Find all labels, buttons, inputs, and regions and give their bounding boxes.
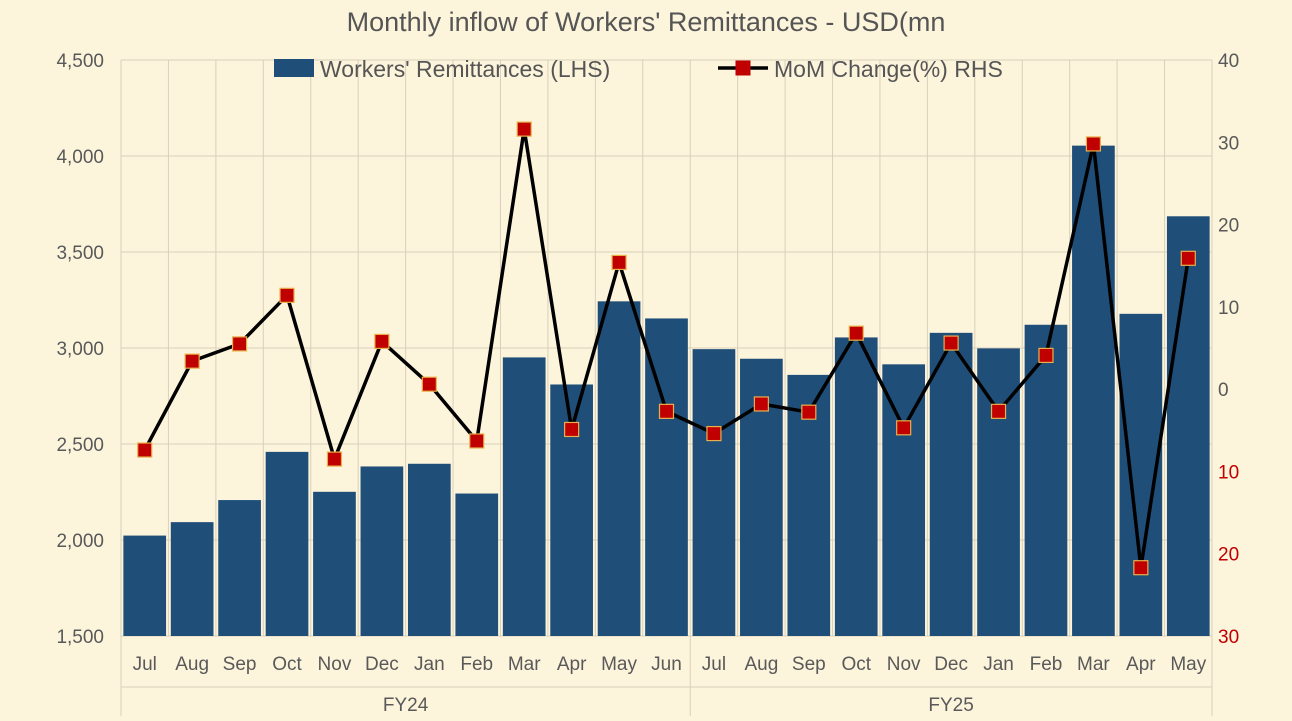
y-right-tick-label: 0 bbox=[1218, 380, 1229, 401]
line-point bbox=[421, 376, 437, 392]
x-group-label: FY24 bbox=[383, 695, 429, 716]
bar bbox=[313, 491, 356, 636]
x-tick-label: Dec bbox=[934, 654, 968, 675]
x-tick-label: Sep bbox=[223, 654, 257, 675]
bar bbox=[123, 535, 167, 636]
y-left-tick-label: 2,000 bbox=[56, 531, 104, 552]
bar-series bbox=[123, 145, 1210, 636]
legend: Workers' Remittances (LHS) MoM Change(%)… bbox=[274, 56, 1003, 82]
bar bbox=[1024, 324, 1068, 636]
line-point bbox=[374, 333, 390, 350]
line-point bbox=[848, 325, 864, 341]
legend-label-mom: MoM Change(%) RHS bbox=[774, 56, 1003, 82]
bar bbox=[455, 493, 499, 636]
axes: 1,500 2,000 2,500 3,000 3,500 4,000 4,500 30 20 1… bbox=[56, 51, 1239, 716]
line-point bbox=[611, 254, 627, 271]
line-point bbox=[1038, 347, 1054, 364]
x-tick-label: Nov bbox=[887, 654, 921, 675]
y-right-tick-label: 20 bbox=[1218, 545, 1239, 566]
line-point bbox=[658, 403, 675, 419]
x-tick-label: Jul bbox=[702, 654, 726, 675]
bar bbox=[834, 337, 878, 636]
y-left-tick-label: 3,000 bbox=[56, 339, 104, 360]
chart-title: Monthly inflow of Workers' Remittances -… bbox=[347, 7, 946, 37]
x-tick-label: Oct bbox=[272, 654, 302, 675]
y-left-tick-label: 4,500 bbox=[56, 51, 104, 72]
line-point bbox=[990, 403, 1007, 419]
line-point bbox=[1085, 136, 1102, 152]
line-point bbox=[137, 442, 153, 458]
y-right-tick-label: 10 bbox=[1218, 462, 1239, 483]
y-right-tick-label: 20 bbox=[1218, 216, 1239, 237]
line-point bbox=[1133, 560, 1149, 576]
x-tick-label: Oct bbox=[841, 654, 871, 675]
bar bbox=[692, 349, 736, 636]
x-tick-label: Jun bbox=[651, 654, 682, 675]
line-point bbox=[753, 396, 769, 412]
x-tick-label: Sep bbox=[792, 654, 826, 675]
y-right-tick-label: 10 bbox=[1218, 298, 1239, 319]
line-point bbox=[231, 336, 248, 352]
y-left-tick-label: 4,000 bbox=[56, 147, 104, 168]
x-tick-label: Apr bbox=[557, 654, 587, 675]
y-right-tick-label: 30 bbox=[1218, 627, 1239, 648]
bar bbox=[360, 466, 404, 636]
line-point bbox=[184, 353, 200, 369]
bar bbox=[170, 522, 214, 636]
x-tick-label: Mar bbox=[1077, 654, 1110, 675]
line-series bbox=[137, 121, 1196, 576]
y-right-tick-label: 40 bbox=[1218, 51, 1239, 72]
legend-label-remittances: Workers' Remittances (LHS) bbox=[320, 56, 610, 82]
legend-swatch-remittances bbox=[274, 59, 314, 77]
line-point bbox=[943, 335, 959, 351]
y-left-tick-label: 2,500 bbox=[56, 435, 104, 456]
y-left-tick-label: 3,500 bbox=[56, 243, 104, 264]
y-left-tick-label: 1,500 bbox=[56, 627, 104, 648]
bar bbox=[502, 357, 546, 636]
x-tick-label: May bbox=[1170, 654, 1206, 675]
legend-marker-mom bbox=[735, 60, 751, 76]
line-point bbox=[801, 404, 817, 420]
x-tick-label: May bbox=[601, 654, 637, 675]
bar bbox=[1072, 145, 1115, 636]
line-point bbox=[564, 421, 580, 438]
bar bbox=[1166, 216, 1210, 636]
x-tick-label: Jul bbox=[133, 654, 157, 675]
bar bbox=[218, 500, 261, 636]
x-tick-label: Jan bbox=[983, 654, 1014, 675]
line-point bbox=[516, 121, 532, 137]
bar bbox=[265, 451, 309, 636]
x-tick-label: Apr bbox=[1126, 654, 1156, 675]
line-point bbox=[469, 433, 485, 449]
line-point bbox=[279, 287, 295, 303]
x-tick-label: Mar bbox=[508, 654, 541, 675]
x-tick-label: Feb bbox=[1030, 654, 1063, 675]
x-tick-label: Jan bbox=[414, 654, 445, 675]
x-tick-label: Nov bbox=[318, 654, 352, 675]
x-tick-label: Feb bbox=[460, 654, 493, 675]
x-tick-label: Aug bbox=[175, 654, 209, 675]
x-group-label: FY25 bbox=[928, 695, 973, 716]
bar bbox=[929, 332, 973, 636]
y-right-tick-label: 30 bbox=[1218, 133, 1239, 154]
bar bbox=[597, 301, 641, 636]
line-point bbox=[1180, 250, 1196, 266]
line-point bbox=[896, 420, 912, 436]
line-point bbox=[706, 425, 722, 442]
x-tick-label: Dec bbox=[365, 654, 399, 675]
line-point bbox=[326, 451, 343, 467]
bar bbox=[407, 463, 451, 636]
bar bbox=[882, 364, 926, 636]
x-tick-label: Aug bbox=[744, 654, 778, 675]
